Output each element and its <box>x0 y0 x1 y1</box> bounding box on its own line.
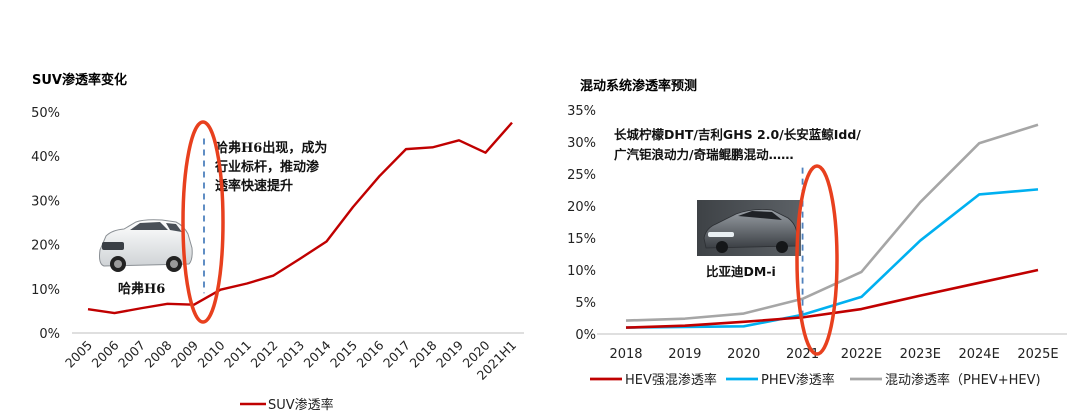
chart1-x-tick-label: 2012 <box>248 338 281 371</box>
chart1-x-tick-label: 2006 <box>89 337 122 370</box>
chart2-legend-label: PHEV渗透率 <box>761 372 835 388</box>
chart2-series-line-1 <box>625 188 1039 329</box>
chart1-x-tick-label: 2007 <box>115 338 148 371</box>
chart1-title: SUV渗透率变化 <box>32 72 127 88</box>
chart1-y-tick-label: 0% <box>39 327 60 342</box>
chart1-y-tick-label: 10% <box>31 283 60 298</box>
hybrid-penetration-forecast-chart: 混动系统渗透率预测 0% 5% 10% 15% 20% 25% 30% 35% 2018 201… <box>567 78 1067 388</box>
chart1-annotation-line-1: 哈弗H6出现，成为 <box>215 140 327 156</box>
chart1-car-label: 哈弗H6 <box>118 281 165 297</box>
chart2-y-tick-label: 15% <box>567 232 596 247</box>
chart1-x-tick-label: 2011 <box>221 338 254 371</box>
chart1-x-tick-label: 2008 <box>142 337 175 370</box>
chart2-y-tick-label: 20% <box>567 200 596 215</box>
chart1-x-tick-label: 2014 <box>301 337 334 370</box>
chart1-x-tick-label: 2010 <box>195 337 228 370</box>
chart2-y-tick-label: 30% <box>567 136 596 151</box>
chart1-series-line-suv <box>87 121 513 315</box>
chart2-x-tick-label: 2020 <box>727 347 760 362</box>
chart2-y-axis: 0% 5% 10% 15% 20% 25% 30% 35% <box>567 104 596 343</box>
chart1-highlight-ellipse <box>181 120 225 324</box>
chart2-highlight-ellipse <box>795 164 839 356</box>
dark-sedan-photo <box>697 200 801 256</box>
chart1-x-tick-label: 2009 <box>168 337 201 370</box>
chart1-y-tick-label: 50% <box>31 106 60 121</box>
chart1-annotation-line-2: 行业标杆，推动渗 <box>214 159 320 175</box>
chart2-y-tick-label: 35% <box>567 104 596 119</box>
chart1-x-tick-label: 2013 <box>274 338 307 371</box>
chart1-x-tick-label: 2005 <box>62 338 95 371</box>
white-suv-photo <box>99 219 193 272</box>
chart1-x-tick-label: 2018 <box>407 337 440 370</box>
chart1-y-tick-label: 30% <box>31 194 60 209</box>
chart2-annotation-line-2: 广汽钜浪动力/奇瑞鲲鹏混动…… <box>614 147 794 162</box>
chart2-x-axis: 2018 2019 2020 2021 2022E 2023E 2024E 2025E <box>609 347 1058 362</box>
chart2-x-tick-label: 2018 <box>609 347 642 362</box>
chart1-x-tick-label: 2016 <box>354 337 387 370</box>
chart1-legend-label: SUV渗透率 <box>268 397 334 413</box>
chart1-x-tick-label: 2019 <box>433 337 466 370</box>
chart2-car-label: 比亚迪DM-i <box>706 264 776 279</box>
suv-penetration-chart: SUV渗透率变化 0%10%20%30%40%50% 2005200620072… <box>31 72 524 413</box>
chart2-x-tick-label: 2024E <box>958 347 999 362</box>
chart2-series-line-2 <box>625 123 1039 322</box>
chart1-x-axis: 2005200620072008200920102011201220132014… <box>62 337 519 382</box>
chart2-y-tick-label: 0% <box>575 328 596 343</box>
chart2-x-tick-label: 2025E <box>1017 347 1058 362</box>
chart2-legend-label: HEV强混渗透率 <box>625 372 717 388</box>
chart2-legend-label: 混动渗透率（PHEV+HEV) <box>885 372 1041 388</box>
chart2-title: 混动系统渗透率预测 <box>580 78 697 94</box>
chart2-annotation-line-1: 长城柠檬DHT/吉利GHS 2.0/长安蓝鲸Idd/ <box>614 127 861 142</box>
chart2-x-tick-label: 2019 <box>668 347 701 362</box>
chart1-annotation-line-3: 透率快速提升 <box>215 178 293 194</box>
chart2-y-tick-label: 5% <box>575 296 596 311</box>
chart2-x-tick-label: 2022E <box>841 347 882 362</box>
chart1-y-tick-label: 20% <box>31 239 60 254</box>
chart1-y-axis: 0% 10% 20% 30% 40% 50% <box>31 106 60 342</box>
chart1-x-tick-label: 2017 <box>380 338 413 371</box>
chart1-y-tick-label: 40% <box>31 150 60 165</box>
chart2-y-tick-label: 25% <box>567 168 596 183</box>
chart2-y-tick-label: 10% <box>567 264 596 279</box>
chart2-legend: HEV强混渗透率 PHEV渗透率 混动渗透率（PHEV+HEV) <box>590 372 1041 388</box>
chart2-x-tick-label: 2023E <box>900 347 941 362</box>
chart1-x-tick-label: 2015 <box>327 338 360 371</box>
